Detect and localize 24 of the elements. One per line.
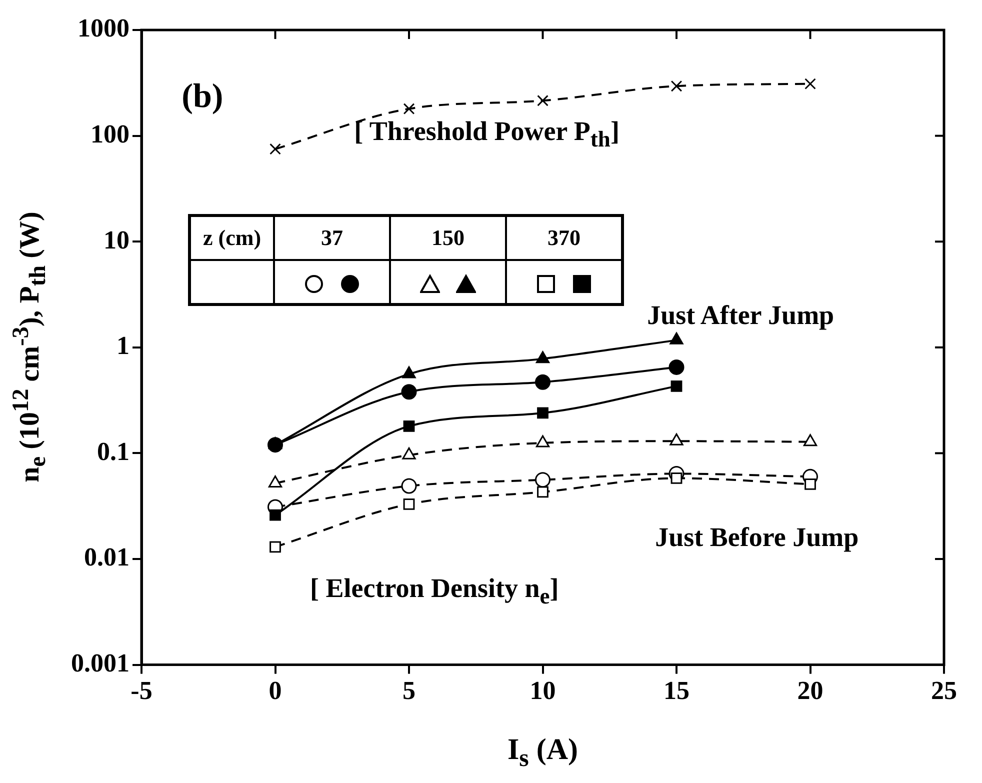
annotation: z (cm) [190,216,274,260]
y-tick-label: 0.1 [97,436,130,466]
y-tick-label: 100 [90,120,130,149]
annotation: 370 [506,216,623,260]
x-tick-label: -5 [130,676,152,706]
x-tick-label: 20 [797,676,824,706]
annotation: (b) [182,78,224,116]
x-tick-label: 25 [931,676,957,706]
annotation: [ Electron Density n$_{e}$] [310,572,559,610]
y-tick-label: 1 [116,331,130,360]
x-tick-label: 5 [402,676,416,706]
y-tick-label: 0.01 [84,542,130,572]
y-tick-label: 0.001 [71,648,130,678]
x-tick-label: 0 [268,676,282,706]
x-tick-label: 15 [664,676,690,706]
annotation: Just Before Jump [655,522,859,553]
annotation: [ Threshold Power P$_{th}$] [354,116,620,152]
y-tick-label: 1000 [78,14,130,43]
x-axis-title: I$_{s}$ (A) [507,733,578,773]
annotation: Just After Jump [647,300,834,331]
x-tick-label: 10 [530,676,556,706]
annotation: 150 [390,216,506,260]
y-tick-label: 10 [104,225,130,254]
annotation: 37 [274,216,390,260]
